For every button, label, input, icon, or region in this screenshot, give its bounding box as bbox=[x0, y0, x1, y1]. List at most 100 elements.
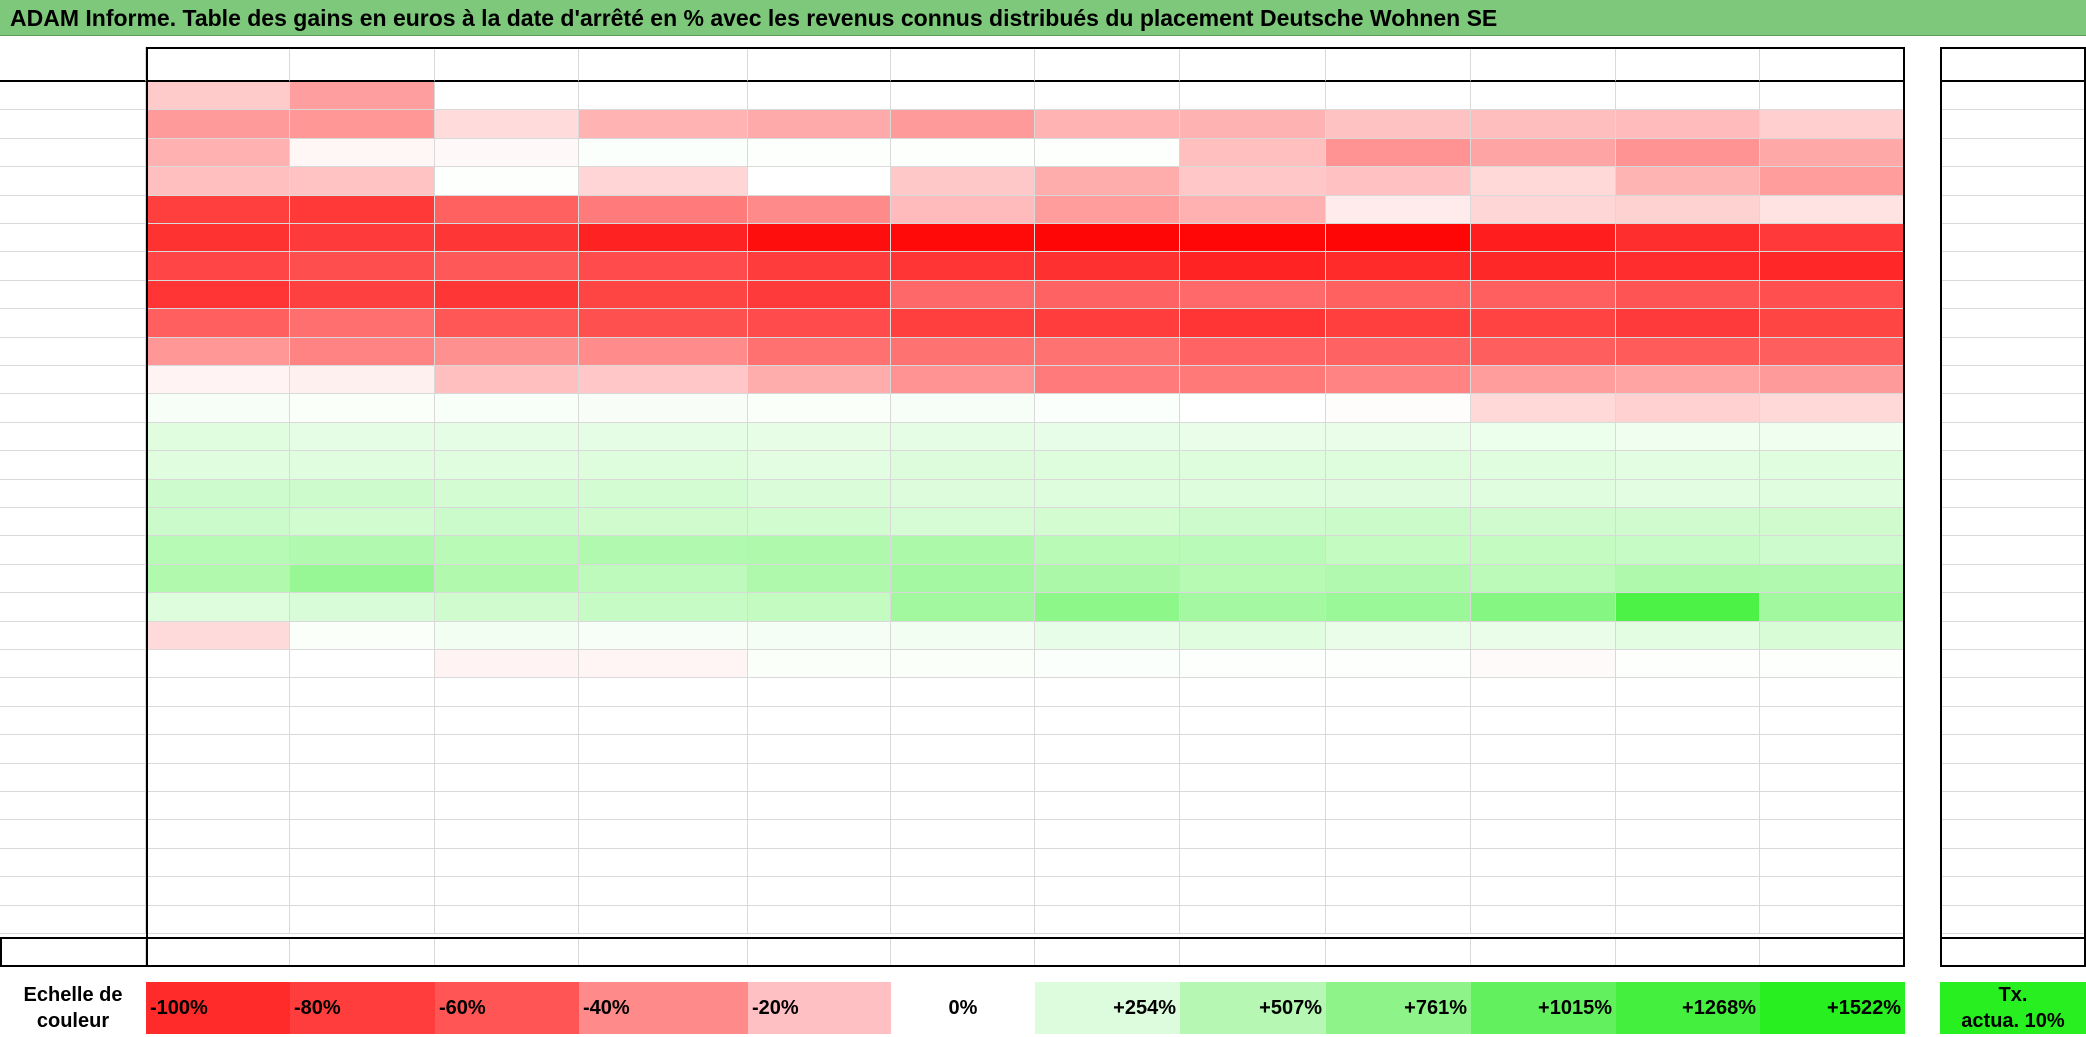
gain-cell bbox=[1616, 195, 1760, 224]
actuarial-rate-cell bbox=[1940, 224, 2086, 253]
gain-cell bbox=[1616, 820, 1760, 849]
gain-cell bbox=[891, 650, 1035, 679]
year-label bbox=[0, 422, 146, 452]
gain-cell bbox=[1035, 195, 1180, 224]
gain-cell bbox=[146, 167, 290, 196]
gain-cell bbox=[891, 792, 1035, 821]
color-scale-rate-line2: actua. 10% bbox=[1961, 1010, 2065, 1032]
month-header-10 bbox=[1471, 47, 1616, 82]
gain-cell bbox=[1760, 479, 1905, 508]
gain-cell bbox=[290, 195, 435, 224]
gain-cell bbox=[146, 536, 290, 565]
gain-cell bbox=[748, 366, 891, 395]
gain-cell bbox=[435, 394, 579, 423]
actuarial-rate-cell bbox=[1940, 905, 2086, 934]
gain-cell bbox=[1326, 706, 1471, 736]
year-label bbox=[0, 82, 146, 111]
gain-cell bbox=[435, 195, 579, 224]
gain-cell bbox=[1326, 735, 1471, 764]
gain-cell bbox=[146, 394, 290, 423]
gain-cell bbox=[146, 593, 290, 622]
gain-cell bbox=[1760, 280, 1905, 310]
gain-cell bbox=[748, 593, 891, 622]
gain-cell bbox=[435, 564, 579, 594]
gain-cell bbox=[146, 621, 290, 650]
gain-cell bbox=[1471, 564, 1616, 594]
year-label bbox=[0, 877, 146, 906]
gain-cell bbox=[435, 280, 579, 310]
year-label bbox=[0, 593, 146, 622]
gain-cell bbox=[290, 280, 435, 310]
gain-cell bbox=[1326, 82, 1471, 111]
gain-cell bbox=[1326, 422, 1471, 452]
year-label bbox=[0, 224, 146, 253]
gain-cell bbox=[891, 252, 1035, 281]
gain-cell bbox=[1326, 508, 1471, 537]
gain-cell bbox=[435, 593, 579, 622]
actuarial-rate-cell bbox=[1940, 792, 2086, 821]
gain-cell bbox=[579, 394, 748, 423]
gain-cell bbox=[1471, 650, 1616, 679]
gain-cell bbox=[579, 706, 748, 736]
gain-cell bbox=[1471, 138, 1616, 168]
gain-cell bbox=[146, 337, 290, 366]
gain-cell bbox=[1035, 252, 1180, 281]
gain-cell bbox=[579, 366, 748, 395]
gain-cell bbox=[579, 224, 748, 253]
gain-cell bbox=[1035, 366, 1180, 395]
gain-cell bbox=[891, 706, 1035, 736]
gain-cell bbox=[1616, 593, 1760, 622]
footer-rate-cell bbox=[891, 937, 1035, 967]
gain-cell bbox=[435, 735, 579, 764]
gain-cell bbox=[435, 877, 579, 906]
gain-cell bbox=[1760, 337, 1905, 366]
year-label bbox=[0, 763, 146, 792]
gain-cell bbox=[891, 422, 1035, 452]
gain-cell bbox=[1180, 735, 1326, 764]
gain-cell bbox=[579, 650, 748, 679]
gain-cell bbox=[1180, 877, 1326, 906]
gain-cell bbox=[290, 138, 435, 168]
gain-cell bbox=[1616, 848, 1760, 878]
gain-cell bbox=[1471, 820, 1616, 849]
gain-cell bbox=[1760, 508, 1905, 537]
gain-cell bbox=[579, 536, 748, 565]
gain-cell bbox=[748, 280, 891, 310]
gain-cell bbox=[579, 905, 748, 934]
month-header-7 bbox=[1035, 47, 1180, 82]
gain-cell bbox=[146, 479, 290, 508]
year-label bbox=[0, 820, 146, 849]
gain-cell bbox=[1616, 252, 1760, 281]
gain-cell bbox=[435, 138, 579, 168]
gain-cell bbox=[1326, 138, 1471, 168]
gain-cell bbox=[1035, 82, 1180, 111]
actuarial-rate-cell bbox=[1940, 337, 2086, 366]
year-label bbox=[0, 735, 146, 764]
gain-cell bbox=[1326, 451, 1471, 480]
footer-rate-cell bbox=[290, 937, 435, 967]
gain-cell bbox=[146, 820, 290, 849]
gain-cell bbox=[1616, 138, 1760, 168]
gain-cell bbox=[435, 820, 579, 849]
actuarial-rate-cell bbox=[1940, 138, 2086, 168]
gain-cell bbox=[290, 110, 435, 139]
gain-cell bbox=[435, 167, 579, 196]
gain-cell bbox=[435, 110, 579, 139]
gain-cell bbox=[579, 252, 748, 281]
gain-cell bbox=[290, 650, 435, 679]
gain-cell bbox=[435, 706, 579, 736]
gain-cell bbox=[748, 195, 891, 224]
gain-cell bbox=[146, 224, 290, 253]
gain-cell bbox=[1616, 366, 1760, 395]
gain-cell bbox=[290, 309, 435, 338]
year-label bbox=[0, 848, 146, 878]
gain-cell bbox=[748, 309, 891, 338]
footer-rate-cell bbox=[1760, 937, 1905, 967]
gain-cell bbox=[1180, 167, 1326, 196]
gain-cell bbox=[579, 593, 748, 622]
gain-cell bbox=[1471, 110, 1616, 139]
gain-cell bbox=[1471, 309, 1616, 338]
gain-cell bbox=[1326, 650, 1471, 679]
actuarial-rate-cell bbox=[1940, 451, 2086, 480]
color-scale-swatch: +254% bbox=[1035, 982, 1180, 1034]
